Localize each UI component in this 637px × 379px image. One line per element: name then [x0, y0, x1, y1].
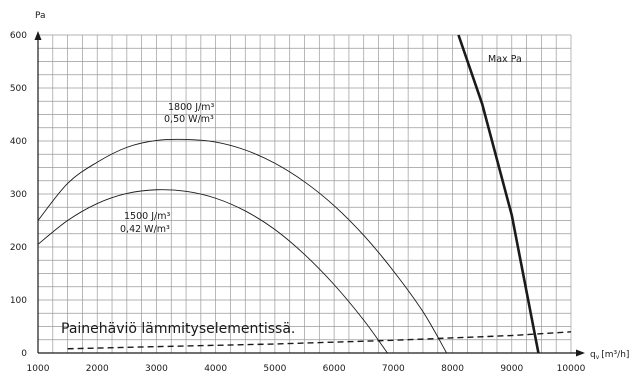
- x-tick-label: 8000: [441, 364, 464, 374]
- y-tick-label: 0: [21, 349, 27, 359]
- x-axis-label-q: q: [590, 350, 596, 360]
- y-tick-label: 400: [10, 137, 27, 147]
- x-tick-label: 7000: [382, 364, 405, 374]
- y-tick-label: 600: [10, 31, 27, 41]
- curve-max-pa: [457, 34, 540, 354]
- tick-labels: 1000 2000 3000 4000 5000 6000 7000 8000 9000 1000…: [10, 31, 586, 374]
- y-tick-label: 200: [10, 243, 27, 253]
- x-axis-arrow: [576, 349, 585, 357]
- y-tick-label: 100: [10, 296, 27, 306]
- x-tick-label: 4000: [204, 364, 227, 374]
- x-tick-label: 3000: [145, 364, 168, 374]
- curve-label-heating-element-loss: Painehäviö lämmityselementissä.: [61, 321, 295, 337]
- curve-label-1800-line2: 0,50 W/m³: [164, 114, 214, 125]
- x-tick-label: 2000: [86, 364, 109, 374]
- x-axis-label-unit: [m³/h]: [601, 350, 629, 360]
- curve-label-max-pa: Max Pa: [488, 54, 522, 65]
- x-tick-label: 6000: [323, 364, 346, 374]
- curve-1800-jm3: [37, 138, 448, 354]
- x-axis-label: qv [m³/h]: [590, 350, 629, 361]
- y-axis-arrow: [34, 31, 42, 40]
- x-tick-label: 1000: [27, 364, 50, 374]
- curve-label-1800-line1: 1800 J/m³: [168, 102, 214, 113]
- axes: [34, 31, 585, 357]
- grid: [38, 34, 572, 353]
- curve-label-1500-line2: 0,42 W/m³: [120, 224, 170, 235]
- y-axis-label: Pa: [35, 11, 46, 21]
- x-tick-label: 5000: [263, 364, 286, 374]
- curve-1500-jm3: [37, 189, 388, 354]
- curve-label-1500-line1: 1500 J/m³: [124, 211, 170, 222]
- curves: [37, 34, 572, 354]
- x-tick-label: 10000: [557, 364, 586, 374]
- curve-heating-element-loss: [67, 331, 572, 350]
- y-tick-label: 500: [10, 84, 27, 94]
- x-tick-label: 9000: [500, 364, 523, 374]
- y-tick-label: 300: [10, 190, 27, 200]
- x-axis-label-subscript: v: [596, 354, 600, 361]
